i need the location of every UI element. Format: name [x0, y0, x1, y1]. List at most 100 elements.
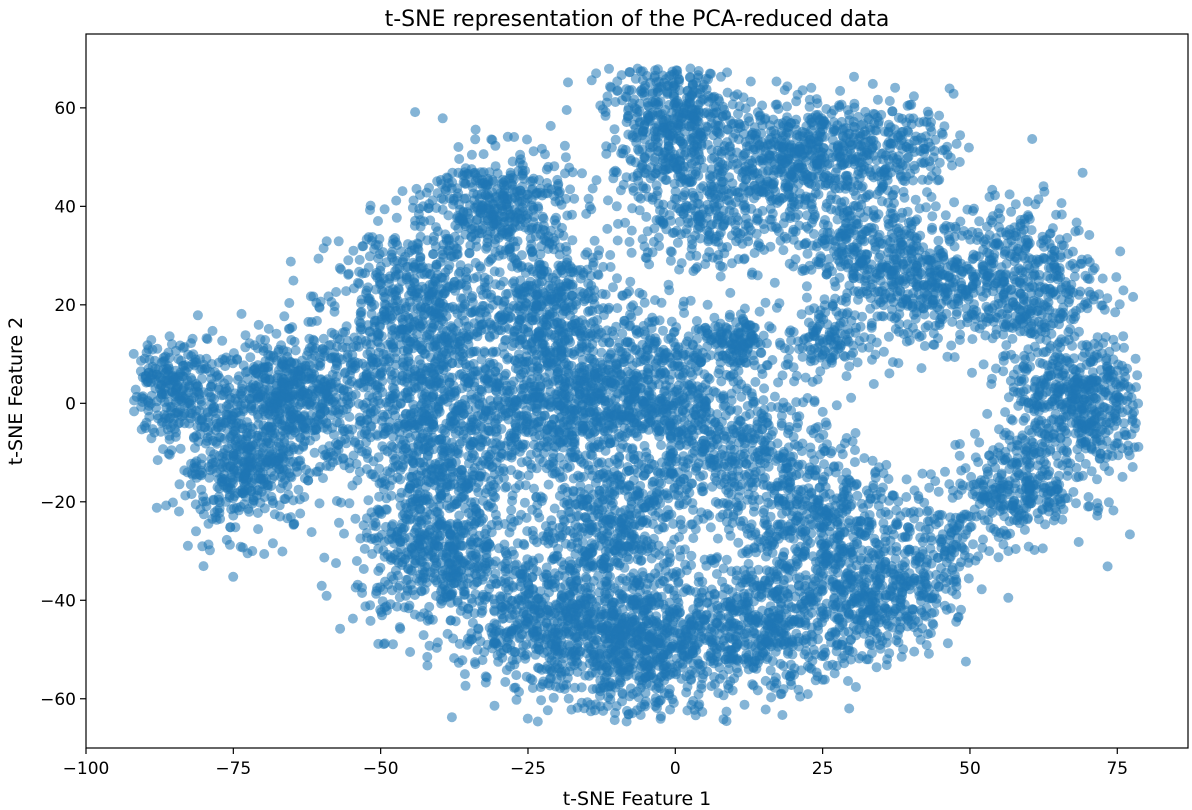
- scatter-point: [375, 265, 386, 276]
- scatter-point: [247, 423, 258, 434]
- scatter-point: [484, 357, 495, 368]
- scatter-point: [234, 371, 244, 382]
- scatter-point: [340, 326, 351, 337]
- scatter-point: [576, 368, 587, 378]
- scatter-point: [336, 436, 346, 447]
- scatter-point: [405, 647, 416, 657]
- scatter-point: [199, 422, 210, 433]
- scatter-point: [193, 436, 204, 447]
- scatter-point: [313, 253, 324, 264]
- scatter-point: [374, 321, 385, 332]
- scatter-point: [353, 277, 363, 288]
- scatter-point: [329, 429, 339, 440]
- scatter-point: [209, 507, 220, 518]
- scatter-point: [560, 378, 571, 389]
- scatter-point: [526, 264, 537, 275]
- scatter-point: [554, 427, 565, 438]
- scatter-point: [454, 425, 465, 436]
- scatter-point: [424, 334, 435, 345]
- scatter-point: [519, 359, 530, 370]
- scatter-point: [466, 453, 477, 464]
- scatter-point: [453, 467, 464, 478]
- scatter-point: [634, 287, 645, 298]
- scatter-point: [225, 461, 236, 472]
- scatter-point: [155, 383, 165, 394]
- scatter-point: [343, 268, 354, 279]
- scatter-point: [489, 320, 500, 331]
- scatter-point: [354, 266, 365, 277]
- scatter-point: [585, 407, 596, 417]
- scatter-point: [598, 303, 609, 314]
- scatter-point: [355, 533, 366, 544]
- scatter-point: [362, 320, 373, 331]
- scatter-point: [536, 338, 547, 349]
- scatter-point: [247, 546, 258, 556]
- scatter-point: [365, 615, 376, 626]
- scatter-point: [489, 203, 500, 214]
- scatter-point: [504, 224, 515, 235]
- scatter-point: [315, 361, 326, 371]
- scatter-point: [129, 406, 140, 417]
- scatter-point: [501, 408, 511, 419]
- scatter-point: [650, 295, 660, 306]
- scatter-point: [161, 500, 172, 511]
- scatter-point: [429, 313, 440, 324]
- scatter-point: [447, 167, 458, 178]
- scatter-point: [145, 373, 156, 384]
- scatter-point: [356, 298, 366, 309]
- scatter-point: [558, 436, 569, 447]
- scatter-point: [242, 366, 253, 377]
- scatter-point: [470, 403, 481, 414]
- scatter-point: [265, 425, 276, 436]
- scatter-point: [369, 300, 380, 310]
- scatter-point: [412, 315, 423, 326]
- scatter-point: [545, 120, 556, 131]
- scatter-point: [287, 387, 298, 397]
- scatter-point: [459, 193, 470, 204]
- scatter-point: [492, 295, 503, 306]
- scatter-point: [400, 590, 411, 601]
- scatter-point: [518, 367, 529, 378]
- scatter-point: [253, 392, 263, 402]
- scatter-point: [366, 374, 377, 385]
- scatter-point: [413, 445, 424, 456]
- scatter-point: [486, 475, 497, 486]
- scatter-point: [454, 510, 465, 521]
- scatter-point: [372, 390, 383, 401]
- scatter-point: [467, 510, 477, 521]
- scatter-point: [425, 541, 436, 552]
- scatter-point: [161, 419, 172, 430]
- scatter-point: [545, 309, 555, 320]
- scatter-point: [458, 177, 469, 187]
- scatter-point: [645, 333, 656, 344]
- scatter-point: [547, 294, 558, 304]
- scatter-point: [542, 423, 553, 434]
- scatter-point: [315, 374, 326, 385]
- scatter-point: [242, 417, 253, 428]
- scatter-point: [310, 431, 321, 442]
- scatter-point: [389, 256, 399, 267]
- scatter-point: [602, 325, 613, 336]
- scatter-point: [641, 390, 652, 401]
- scatter-point: [403, 323, 414, 334]
- scatter-point: [318, 243, 329, 254]
- scatter-point: [407, 494, 418, 505]
- scatter-point: [282, 480, 293, 491]
- scatter-point: [462, 217, 473, 228]
- scatter-point: [517, 196, 527, 207]
- scatter-point: [187, 470, 198, 481]
- scatter-point: [570, 318, 581, 329]
- scatter-point: [536, 143, 547, 154]
- scatter-point: [549, 215, 560, 226]
- scatter-point: [536, 264, 547, 275]
- scatter-point: [390, 424, 400, 435]
- scatter-point: [255, 474, 266, 485]
- scatter-point: [242, 374, 253, 384]
- scatter-point: [493, 232, 504, 243]
- scatter-point: [219, 378, 230, 389]
- scatter-point: [152, 455, 163, 466]
- scatter-point: [437, 450, 448, 461]
- scatter-point: [612, 273, 622, 284]
- scatter-point: [228, 348, 239, 359]
- scatter-point: [583, 306, 594, 317]
